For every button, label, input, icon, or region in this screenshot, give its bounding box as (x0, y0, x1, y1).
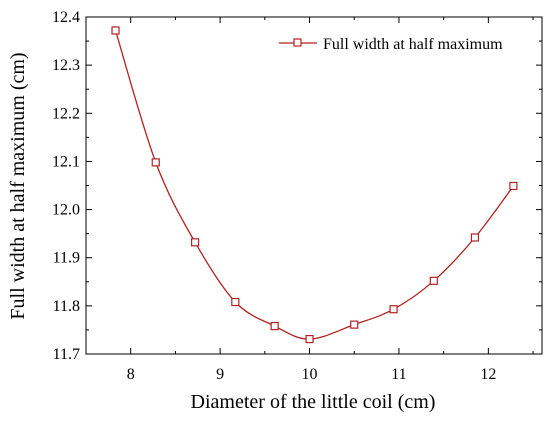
y-tick-label: 12.1 (52, 153, 80, 170)
series-layer (111, 26, 518, 344)
data-point-marker (470, 233, 480, 242)
x-tick-label: 12 (480, 366, 496, 383)
y-tick-label: 11.7 (53, 346, 80, 363)
y-axis-title: Full width at half maximum (cm) (7, 52, 29, 319)
x-tick-label: 11 (391, 366, 406, 383)
legend: Full width at half maximum (279, 36, 503, 53)
x-axis-ticks: 8 9 10 11 12 (127, 17, 534, 383)
data-point-marker (509, 181, 518, 191)
y-axis-ticks: 11.7 11.8 11.9 12.0 12.1 12.2 12.3 12.4 (52, 9, 542, 363)
x-tick-label: 8 (127, 366, 135, 383)
data-point-marker (190, 238, 200, 247)
x-axis-title: Diameter of the little coil (cm) (191, 391, 436, 413)
series-line (114, 30, 514, 340)
data-point-marker (270, 321, 279, 331)
data-point-marker (231, 297, 240, 307)
y-tick-label: 11.8 (53, 298, 80, 315)
data-point-marker (429, 276, 438, 285)
plot-frame (85, 16, 543, 355)
legend-marker (293, 38, 302, 47)
data-point-marker (389, 305, 398, 314)
x-tick-label: 9 (216, 366, 224, 383)
x-tick-label: 10 (302, 366, 318, 383)
y-tick-label: 12.4 (52, 9, 80, 26)
y-tick-label: 12.0 (52, 202, 80, 219)
data-point-marker (350, 320, 359, 329)
legend-label: Full width at half maximum (323, 36, 503, 53)
data-point-marker (151, 158, 160, 167)
y-tick-label: 11.9 (53, 250, 80, 267)
data-point-marker (111, 26, 120, 35)
y-tick-label: 12.2 (52, 105, 80, 122)
y-tick-label: 12.3 (52, 57, 80, 74)
data-point-marker (305, 334, 314, 344)
